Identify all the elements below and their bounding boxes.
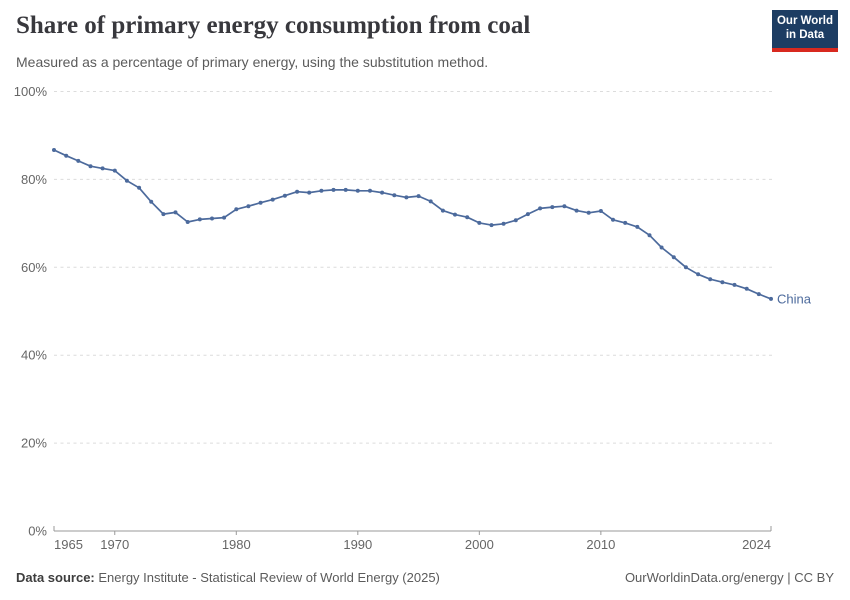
data-point[interactable] — [453, 212, 457, 217]
owid-logo-line1: Our World — [776, 15, 833, 28]
data-point[interactable] — [307, 190, 312, 195]
data-point[interactable] — [380, 190, 385, 195]
x-tick-label: 1965 — [54, 537, 83, 552]
data-point[interactable] — [586, 210, 591, 215]
data-point[interactable] — [598, 209, 603, 213]
data-point[interactable] — [295, 189, 300, 194]
data-point[interactable] — [550, 205, 555, 210]
data-point[interactable] — [513, 218, 518, 223]
data-point[interactable] — [197, 217, 202, 222]
data-point[interactable] — [185, 220, 190, 224]
data-point[interactable] — [246, 204, 251, 209]
data-point[interactable] — [319, 188, 324, 193]
data-line-china[interactable] — [53, 149, 772, 300]
data-point[interactable] — [112, 168, 117, 173]
data-point[interactable] — [404, 195, 409, 200]
chart-subtitle: Measured as a percentage of primary ener… — [16, 54, 489, 70]
data-point[interactable] — [282, 193, 287, 198]
data-point[interactable] — [611, 217, 615, 222]
data-point[interactable] — [100, 166, 105, 171]
data-point[interactable] — [720, 280, 725, 285]
data-point[interactable] — [173, 210, 178, 215]
page-title: Share of primary energy consumption from… — [16, 12, 531, 39]
data-source-label: Data source: — [16, 570, 95, 585]
data-point[interactable] — [331, 187, 336, 192]
license-link[interactable]: OurWorldinData.org/energy | CC BY — [624, 570, 834, 585]
data-source-text: Energy Institute - Statistical Review of… — [94, 570, 440, 585]
series-label-china[interactable]: China — [777, 291, 812, 306]
data-point[interactable] — [659, 245, 664, 250]
data-point[interactable] — [270, 197, 275, 202]
data-point[interactable] — [428, 199, 433, 204]
data-point[interactable] — [538, 206, 543, 211]
data-point[interactable] — [258, 200, 263, 205]
x-tick-label: 2000 — [465, 537, 494, 552]
data-point[interactable] — [64, 153, 69, 158]
x-tick-label: 2024 — [742, 537, 771, 552]
data-point[interactable] — [525, 212, 530, 217]
data-point[interactable] — [368, 188, 372, 193]
data-point[interactable] — [635, 224, 640, 229]
y-tick-label: 0% — [28, 524, 47, 539]
y-tick-label: 100% — [14, 84, 48, 99]
data-point[interactable] — [343, 187, 348, 192]
data-point[interactable] — [647, 233, 652, 238]
data-point[interactable] — [161, 212, 166, 217]
owid-logo-line2: in Data — [785, 29, 825, 41]
data-point[interactable] — [222, 215, 227, 220]
data-point[interactable] — [465, 215, 470, 220]
data-point[interactable] — [574, 208, 579, 213]
x-tick-label: 1970 — [100, 537, 129, 552]
data-point[interactable] — [683, 265, 688, 270]
data-point[interactable] — [234, 207, 239, 212]
data-point[interactable] — [744, 286, 749, 291]
data-point[interactable] — [88, 164, 93, 169]
data-point[interactable] — [671, 255, 676, 260]
y-tick-label: 40% — [21, 348, 47, 363]
y-tick-label: 20% — [21, 436, 47, 451]
data-point[interactable] — [756, 292, 761, 297]
data-point[interactable] — [477, 220, 482, 225]
data-point[interactable] — [355, 188, 360, 193]
data-point[interactable] — [210, 216, 214, 221]
x-tick-label: 1980 — [222, 537, 251, 552]
x-tick-label: 2010 — [586, 537, 615, 552]
data-point[interactable] — [696, 272, 701, 277]
data-point[interactable] — [124, 178, 129, 183]
data-point[interactable] — [562, 204, 567, 209]
data-source-note: Data source: Energy Institute - Statisti… — [16, 570, 440, 585]
data-point[interactable] — [149, 199, 154, 204]
y-tick-label: 60% — [21, 260, 47, 275]
data-point[interactable] — [708, 277, 713, 282]
data-point[interactable] — [489, 223, 494, 228]
data-point[interactable] — [769, 296, 773, 301]
data-point[interactable] — [440, 208, 445, 213]
data-point[interactable] — [732, 282, 737, 287]
data-point[interactable] — [137, 185, 142, 190]
data-point[interactable] — [76, 158, 81, 163]
data-point[interactable] — [501, 221, 506, 226]
owid-logo[interactable]: Our World in Data — [772, 10, 838, 52]
data-point[interactable] — [416, 194, 421, 199]
data-point[interactable] — [52, 148, 56, 152]
data-point[interactable] — [392, 193, 397, 198]
y-tick-label: 80% — [21, 172, 47, 187]
x-tick-label: 1990 — [343, 537, 372, 552]
data-point[interactable] — [623, 220, 628, 225]
